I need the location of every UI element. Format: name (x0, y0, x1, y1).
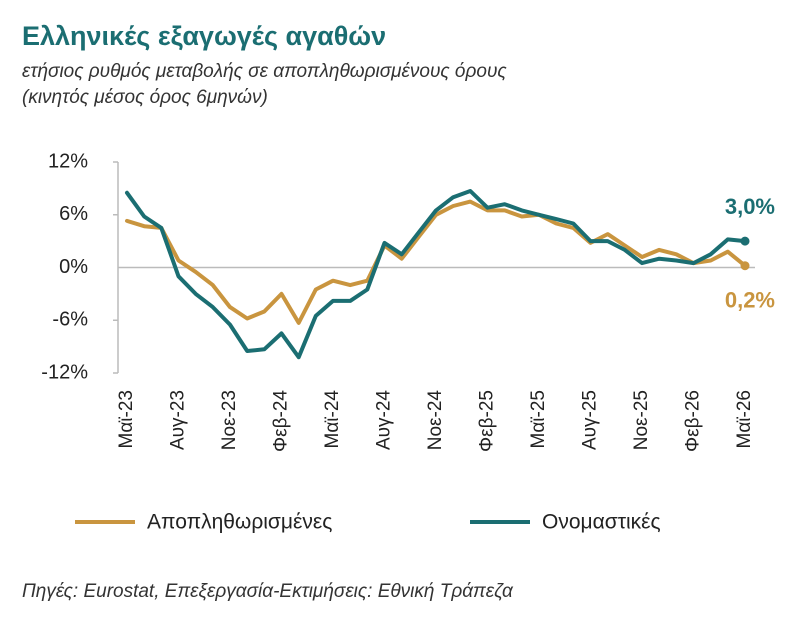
x-tick-label: Νοε-23 (219, 390, 240, 450)
y-tick-label: 0% (59, 256, 88, 278)
chart-title: Ελληνικές εξαγωγές αγαθών (22, 21, 386, 51)
x-tick-label: Νοε-24 (425, 390, 446, 451)
y-tick-label: -12% (41, 361, 88, 383)
x-tick-label: Μαϊ-23 (116, 390, 137, 449)
legend-label: Ονομαστικές (542, 511, 661, 534)
source: Πηγές: Eurostat, Επεξεργασία-Εκτιμήσεις:… (22, 581, 514, 602)
x-tick-label: Μαϊ-25 (528, 390, 549, 449)
x-tick-label: Αυγ-25 (580, 390, 601, 450)
x-tick-label: Αυγ-24 (374, 390, 395, 450)
end-marker (740, 236, 750, 246)
data-label: 0,2% (725, 288, 775, 313)
data-label: 3,0% (725, 194, 775, 219)
x-tick-label: Φεβ-26 (683, 390, 704, 452)
x-tick-label: Αυγ-23 (168, 390, 189, 450)
x-tick-label: Φεβ-25 (477, 390, 498, 452)
end-marker (740, 261, 750, 271)
x-tick-label: Νοε-25 (631, 390, 652, 450)
x-tick-label: Μαϊ-24 (322, 390, 343, 449)
y-tick-label: -6% (52, 309, 88, 331)
y-tick-label: 12% (48, 150, 88, 172)
x-tick-label: Μαϊ-26 (734, 390, 755, 449)
series-line (125, 199, 747, 325)
series-line (125, 189, 747, 360)
legend-label: Αποπληθωρισμένες (147, 511, 332, 534)
subtitle: (κινητός μέσος όρος 6μηνών) (22, 87, 268, 108)
x-tick-label: Φεβ-24 (271, 390, 292, 452)
subtitle: ετήσιος ρυθμός μεταβολής σε αποπληθωρισμ… (22, 61, 507, 82)
y-tick-label: 6% (59, 203, 88, 225)
